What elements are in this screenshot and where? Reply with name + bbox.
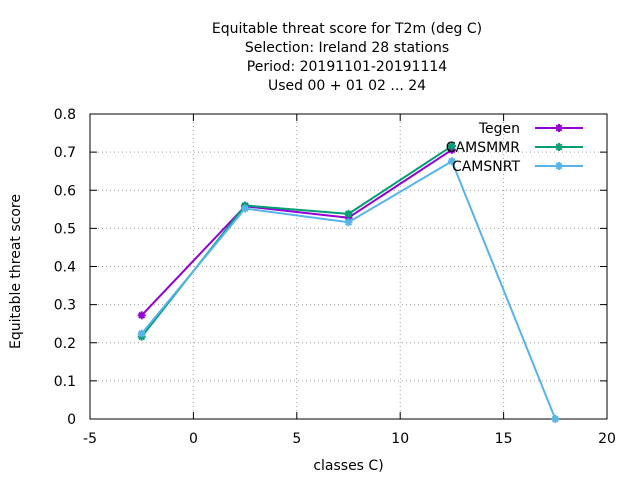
- title-line-4: Used 00 + 01 02 ... 24: [268, 78, 426, 94]
- x-tick-label: 10: [391, 431, 409, 447]
- data-point-tegen: [137, 311, 146, 320]
- y-tick-label: 0.5: [54, 221, 76, 237]
- axis-ticks: [89, 113, 608, 420]
- data-point-camsnrt: [447, 157, 456, 166]
- legend-label-tegen: Tegen: [478, 121, 520, 137]
- plot-frame: [89, 113, 608, 420]
- x-axis-tick-labels: -5 0 5 10 15 20: [83, 431, 616, 447]
- legend: Tegen CAMSMMR CAMSNRT: [446, 121, 583, 175]
- data-point-camsmmr: [447, 142, 456, 151]
- y-axis-label: Equitable threat score: [8, 194, 24, 349]
- data-point-camsnrt: [137, 329, 146, 338]
- legend-label-camsnrt: CAMSNRT: [452, 159, 521, 175]
- data-point-camsmmr: [344, 209, 353, 218]
- x-tick-label: -5: [83, 431, 97, 447]
- y-tick-label: 0.6: [54, 183, 76, 199]
- y-tick-label: 0.7: [54, 145, 76, 161]
- y-axis-tick-labels: 0 0.1 0.2 0.3 0.4 0.5 0.6 0.7 0.8: [54, 107, 76, 428]
- series-line-tegen: [140, 149, 453, 316]
- chart-title: Equitable threat score for T2m (deg C) Se…: [212, 21, 482, 94]
- data-point-camsnrt: [241, 204, 250, 213]
- legend-marker-camsnrt: [555, 162, 563, 170]
- y-tick-label: 0.3: [54, 298, 76, 314]
- y-tick-label: 0.1: [54, 374, 76, 390]
- x-tick-label: 20: [598, 431, 616, 447]
- series-line-camsnrt: [140, 160, 557, 420]
- title-line-1: Equitable threat score for T2m (deg C): [212, 21, 482, 37]
- title-line-3: Period: 20191101-20191114: [247, 59, 447, 75]
- x-axis-label: classes C): [313, 458, 383, 474]
- legend-label-camsmmr: CAMSMMR: [446, 140, 520, 156]
- x-tick-label: 15: [495, 431, 513, 447]
- title-line-2: Selection: Ireland 28 stations: [245, 40, 449, 56]
- x-tick-label: 5: [292, 431, 301, 447]
- data-point-camsnrt: [551, 415, 560, 423]
- data-point-camsnrt: [344, 218, 353, 227]
- y-tick-label: 0: [67, 412, 76, 428]
- x-tick-label: 0: [189, 431, 198, 447]
- legend-marker-tegen: [555, 124, 563, 132]
- legend-marker-camsmmr: [555, 143, 563, 151]
- y-tick-label: 0.2: [54, 336, 76, 352]
- grid-lines: [90, 114, 607, 419]
- y-tick-label: 0.8: [54, 107, 76, 123]
- data-series: [137, 142, 560, 423]
- y-tick-label: 0.4: [54, 260, 76, 276]
